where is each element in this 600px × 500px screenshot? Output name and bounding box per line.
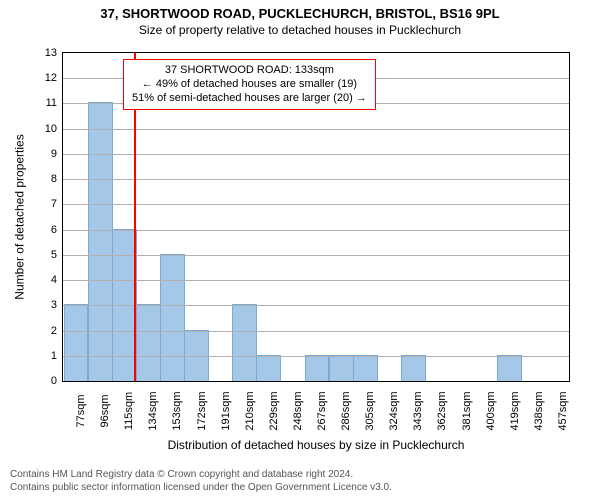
x-tick-label: 77sqm bbox=[75, 381, 87, 441]
gridline-h bbox=[63, 255, 569, 256]
y-tick-label: 4 bbox=[51, 274, 57, 286]
x-tick-label: 438sqm bbox=[533, 381, 545, 441]
x-tick-label: 172sqm bbox=[196, 381, 208, 441]
y-axis-label: Number of detached properties bbox=[12, 52, 28, 382]
y-tick-label: 6 bbox=[51, 224, 57, 236]
y-tick-label: 12 bbox=[45, 72, 57, 84]
histogram-bar bbox=[232, 304, 257, 381]
chart-subtitle: Size of property relative to detached ho… bbox=[0, 21, 600, 37]
y-tick-label: 0 bbox=[51, 375, 57, 387]
gridline-h bbox=[63, 129, 569, 130]
histogram-bar bbox=[401, 355, 426, 381]
gridline-h bbox=[63, 179, 569, 180]
x-axis-label: Distribution of detached houses by size … bbox=[62, 438, 570, 452]
x-tick-label: 343sqm bbox=[412, 381, 424, 441]
chart-title: 37, SHORTWOOD ROAD, PUCKLECHURCH, BRISTO… bbox=[0, 0, 600, 21]
x-tick-label: 267sqm bbox=[316, 381, 328, 441]
histogram-bar bbox=[88, 102, 113, 381]
histogram-bar bbox=[256, 355, 281, 381]
y-tick-label: 7 bbox=[51, 198, 57, 210]
histogram-bar bbox=[497, 355, 522, 381]
x-tick-label: 419sqm bbox=[509, 381, 521, 441]
histogram-bar bbox=[64, 304, 89, 381]
annotation-line: ← 49% of detached houses are smaller (19… bbox=[132, 78, 367, 92]
x-tick-label: 248sqm bbox=[292, 381, 304, 441]
x-tick-label: 305sqm bbox=[364, 381, 376, 441]
annotation-line: 37 SHORTWOOD ROAD: 133sqm bbox=[132, 64, 367, 78]
gridline-h bbox=[63, 204, 569, 205]
x-tick-label: 381sqm bbox=[461, 381, 473, 441]
y-tick-label: 9 bbox=[51, 148, 57, 160]
x-tick-label: 229sqm bbox=[268, 381, 280, 441]
histogram-bar bbox=[160, 254, 185, 381]
x-tick-label: 286sqm bbox=[340, 381, 352, 441]
plot-area: 01234567891011121377sqm96sqm115sqm134sqm… bbox=[62, 52, 570, 382]
y-tick-label: 13 bbox=[45, 47, 57, 59]
annotation-box: 37 SHORTWOOD ROAD: 133sqm← 49% of detach… bbox=[123, 59, 376, 110]
annotation-line: 51% of semi-detached houses are larger (… bbox=[132, 92, 367, 106]
x-tick-label: 210sqm bbox=[244, 381, 256, 441]
y-tick-label: 10 bbox=[45, 123, 57, 135]
y-tick-label: 5 bbox=[51, 249, 57, 261]
y-tick-label: 11 bbox=[46, 97, 57, 109]
gridline-h bbox=[63, 356, 569, 357]
histogram-bar bbox=[329, 355, 354, 381]
chart-container: 37, SHORTWOOD ROAD, PUCKLECHURCH, BRISTO… bbox=[0, 0, 600, 500]
footer-line2: Contains public sector information licen… bbox=[10, 482, 392, 495]
gridline-h bbox=[63, 280, 569, 281]
x-tick-label: 324sqm bbox=[388, 381, 400, 441]
x-tick-label: 191sqm bbox=[220, 381, 232, 441]
x-tick-label: 400sqm bbox=[485, 381, 497, 441]
attribution-footer: Contains HM Land Registry data © Crown c… bbox=[10, 469, 392, 494]
y-tick-label: 8 bbox=[51, 173, 57, 185]
gridline-h bbox=[63, 331, 569, 332]
x-tick-label: 457sqm bbox=[557, 381, 569, 441]
gridline-h bbox=[63, 305, 569, 306]
gridline-h bbox=[63, 230, 569, 231]
gridline-h bbox=[63, 154, 569, 155]
y-tick-label: 2 bbox=[51, 325, 57, 337]
y-tick-label: 1 bbox=[51, 350, 57, 362]
x-tick-label: 115sqm bbox=[123, 381, 135, 441]
histogram-bar bbox=[305, 355, 330, 381]
footer-line1: Contains HM Land Registry data © Crown c… bbox=[10, 469, 392, 482]
histogram-bar bbox=[136, 304, 161, 381]
x-tick-label: 362sqm bbox=[436, 381, 448, 441]
x-tick-label: 96sqm bbox=[99, 381, 111, 441]
y-tick-label: 3 bbox=[51, 299, 57, 311]
x-tick-label: 153sqm bbox=[171, 381, 183, 441]
x-tick-label: 134sqm bbox=[147, 381, 159, 441]
histogram-bar bbox=[353, 355, 378, 381]
